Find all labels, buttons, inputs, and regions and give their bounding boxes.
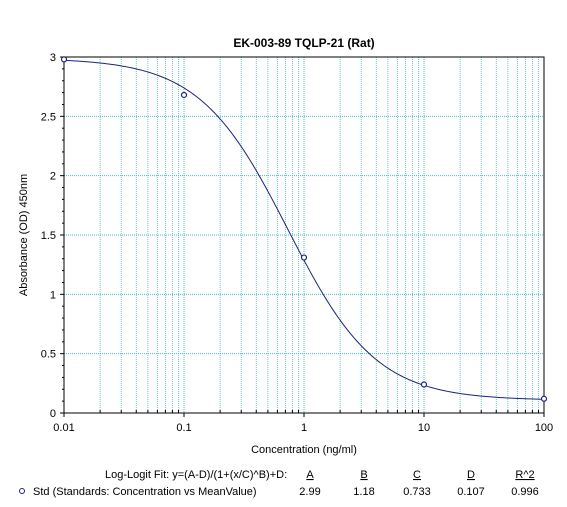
data-point (180, 91, 188, 99)
x-tick-label: 0.01 (53, 422, 74, 434)
data-point (420, 381, 428, 388)
param-header-b: B (360, 469, 367, 481)
y-tick-label: 0.5 (41, 349, 56, 361)
x-tick-label: 10 (418, 422, 430, 434)
data-point (540, 395, 548, 402)
param-value-c: 0.733 (403, 486, 431, 498)
param-value-b: 1.18 (353, 486, 374, 498)
gridlines (64, 57, 544, 413)
y-tick-label: 1 (50, 289, 56, 301)
y-tick-label: 2 (50, 171, 56, 183)
param-value-r2: 0.996 (511, 486, 539, 498)
param-header-r2: R^2 (515, 469, 534, 481)
y-tick-label: 0 (50, 408, 56, 420)
x-axis-title: Concentration (ng/ml) (251, 444, 357, 456)
param-value-d: 0.107 (457, 486, 485, 498)
param-header-c: C (413, 469, 421, 481)
y-axis-title: Absorbance (OD) 450nm (18, 174, 30, 296)
data-point (60, 56, 68, 63)
x-tick-label: 100 (535, 422, 553, 434)
y-tick-label: 2.5 (41, 111, 56, 123)
axis-ticks: 0.01 0.1 1 10 100 0 0.5 1 1.5 2 2.5 3 (41, 52, 553, 434)
legend-series-label: Std (Standards: Concentration vs MeanVal… (33, 486, 257, 498)
fit-equation-label: Log-Logit Fit: y=(A-D)/(1+(x/C)^B)+D: (105, 469, 287, 481)
param-value-a: 2.99 (299, 486, 320, 498)
legend-marker (19, 488, 25, 494)
x-tick-label: 0.1 (176, 422, 191, 434)
data-point (300, 254, 308, 261)
y-tick-label: 3 (50, 52, 56, 64)
param-header-a: A (306, 469, 314, 481)
param-header-d: D (467, 469, 475, 481)
data-points (60, 56, 548, 402)
y-tick-label: 1.5 (41, 230, 56, 242)
chart-title: EK-003-89 TQLP-21 (Rat) (233, 36, 374, 50)
x-tick-label: 1 (301, 422, 307, 434)
